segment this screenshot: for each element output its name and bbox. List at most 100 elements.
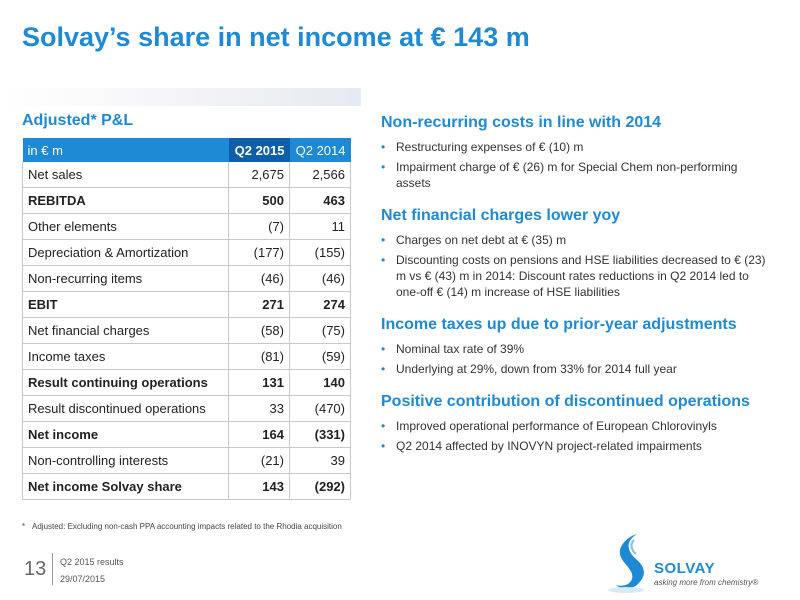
row-q2-2014: (155) (289, 239, 351, 266)
pl-row: EBIT 271 274 (22, 291, 351, 318)
footnote-marker: * (22, 522, 26, 531)
row-q2-2014: 140 (289, 369, 351, 396)
footer-divider (52, 553, 53, 585)
bullet-dot-icon: • (381, 439, 386, 453)
row-q2-2014: (46) (289, 265, 351, 292)
pl-row: Result continuing operations 131 140 (22, 369, 351, 396)
bullet-text: Impairment charge of € (26) m for Specia… (396, 160, 738, 190)
bullet-item: • Discounting costs on pensions and HSE l… (381, 252, 771, 300)
page-number: 13 (24, 558, 47, 580)
row-q2-2015: 33 (228, 395, 290, 422)
bullet-text: Improved operational performance of Euro… (396, 419, 717, 433)
pl-row: REBITDA 500 463 (22, 187, 351, 214)
row-label: Non-recurring items (22, 265, 229, 292)
bullet-item: • Q2 2014 affected by INOVYN project-rela… (381, 438, 771, 454)
pl-row: Income taxes (81) (59) (22, 343, 351, 370)
bullet-item: • Impairment charge of € (26) m for Speci… (381, 159, 771, 191)
row-q2-2014: (331) (289, 421, 351, 448)
bullet-list: • Improved operational performance of Eur… (381, 418, 771, 454)
row-q2-2015: 500 (228, 187, 290, 214)
row-q2-2015: (81) (228, 343, 290, 370)
row-q2-2015: (58) (228, 317, 290, 344)
bullet-text: Charges on net debt at € (35) m (396, 233, 567, 247)
pl-row: Net income 164 (331) (22, 421, 351, 448)
footer-date: 29/07/2015 (60, 574, 106, 584)
pl-row: Non-controlling interests (21) 39 (22, 447, 351, 474)
row-q2-2014: 274 (289, 291, 351, 318)
bullet-item: • Charges on net debt at € (35) m (381, 232, 771, 248)
row-q2-2015: 131 (228, 369, 290, 396)
row-q2-2015: (46) (228, 265, 290, 292)
footer-doc-title: Q2 2015 results (60, 557, 124, 567)
row-q2-2015: (21) (228, 447, 290, 474)
pl-heading: Adjusted* P&L (22, 112, 134, 129)
solvay-logo-icon (608, 534, 644, 593)
footnote-text: Adjusted: Excluding non-cash PPA account… (32, 522, 342, 531)
section-heading: Positive contribution of discontinued op… (381, 393, 750, 410)
row-q2-2015: 2,675 (228, 162, 290, 188)
row-label: Net sales (22, 162, 229, 188)
pl-row: Net income Solvay share 143 (292) (22, 473, 351, 500)
bullet-dot-icon: • (381, 160, 386, 174)
row-q2-2015: (7) (228, 213, 290, 240)
bullet-dot-icon: • (381, 419, 386, 433)
row-q2-2014: 2,566 (289, 162, 351, 188)
row-label: Net financial charges (22, 317, 229, 344)
row-q2-2014: 11 (289, 213, 351, 240)
logo-tagline: asking more from chemistry® (654, 578, 759, 587)
bullet-item: • Improved operational performance of Eur… (381, 418, 771, 434)
row-q2-2015: (177) (228, 239, 290, 266)
row-label: Other elements (22, 213, 229, 240)
bullet-text: Restructuring expenses of € (10) m (396, 140, 584, 154)
bullet-dot-icon: • (381, 233, 386, 247)
footer-meta: Q2 2015 results 29/07/2015 (60, 554, 124, 588)
bullet-list: • Charges on net debt at € (35) m • Discoun… (381, 232, 771, 300)
row-label: Depreciation & Amortization (22, 239, 229, 266)
row-q2-2014: (292) (289, 473, 351, 500)
bullet-item: • Restructuring expenses of € (10) m (381, 139, 771, 155)
row-label: Result continuing operations (22, 369, 229, 396)
bullet-dot-icon: • (381, 342, 386, 356)
row-label: REBITDA (22, 187, 229, 214)
bullet-text: Discounting costs on pensions and HSE li… (396, 253, 766, 299)
bullet-text: Underlying at 29%, down from 33% for 201… (396, 362, 677, 376)
logo-wordmark: SOLVAY (654, 560, 716, 577)
row-q2-2015: 271 (228, 291, 290, 318)
row-q2-2014: 39 (289, 447, 351, 474)
row-label: EBIT (22, 291, 229, 318)
bullet-text: Nominal tax rate of 39% (396, 342, 525, 356)
bullet-item: • Underlying at 29%, down from 33% for 20… (381, 361, 771, 377)
section-heading: Net financial charges lower yoy (381, 207, 621, 224)
row-label: Result discontinued operations (22, 395, 229, 422)
row-label: Net income (22, 421, 229, 448)
row-label: Net income Solvay share (22, 473, 229, 500)
row-q2-2014: 463 (289, 187, 351, 214)
slide-title: Solvay’s share in net income at € 143 m (22, 22, 530, 52)
commentary-column: Non-recurring costs in line with 2014 • Re… (381, 112, 771, 468)
bullet-list: • Restructuring expenses of € (10) m • Impa… (381, 139, 771, 191)
section-heading: Income taxes up due to prior-year adjust… (381, 316, 737, 333)
header-q2-2014: Q2 2014 (289, 138, 351, 162)
row-q2-2014: (470) (289, 395, 351, 422)
pl-header-row: in € m Q2 2015 Q2 2014 (22, 138, 351, 162)
pl-row: Net financial charges (58) (75) (22, 317, 351, 344)
row-q2-2014: (75) (289, 317, 351, 344)
bullet-dot-icon: • (381, 140, 386, 154)
bullet-dot-icon: • (381, 253, 386, 267)
pl-row: Non-recurring items (46) (46) (22, 265, 351, 292)
section-heading: Non-recurring costs in line with 2014 (381, 114, 662, 131)
row-q2-2015: 164 (228, 421, 290, 448)
pl-row: Depreciation & Amortization (177) (155) (22, 239, 351, 266)
row-label: Non-controlling interests (22, 447, 229, 474)
footnote: * Adjusted: Excluding non-cash PPA accou… (22, 521, 362, 532)
pl-row: Result discontinued operations 33 (470) (22, 395, 351, 422)
bullet-dot-icon: • (381, 362, 386, 376)
row-label: Income taxes (22, 343, 229, 370)
bullet-item: • Nominal tax rate of 39% (381, 341, 771, 357)
row-q2-2015: 143 (228, 473, 290, 500)
header-unit: in € m (22, 138, 229, 162)
header-q2-2015: Q2 2015 (228, 138, 290, 162)
bullet-list: • Nominal tax rate of 39% • Underlying at 2… (381, 341, 771, 377)
row-q2-2014: (59) (289, 343, 351, 370)
pl-table: in € m Q2 2015 Q2 2014 Net sales 2,675 2,5… (22, 138, 351, 500)
